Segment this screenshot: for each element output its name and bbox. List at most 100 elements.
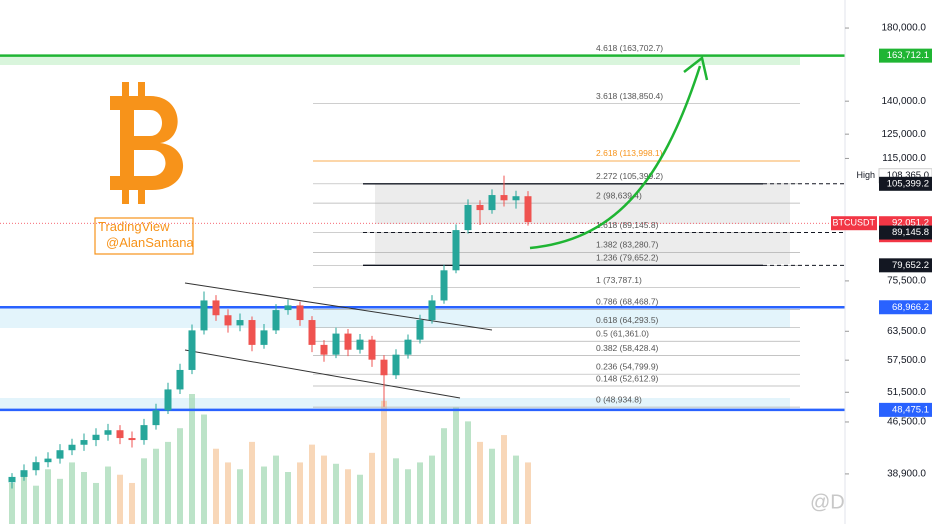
volume-bar (369, 452, 375, 524)
candle-body (44, 458, 52, 463)
fib-label: 1.618 (89,145.8) (596, 220, 659, 230)
volume-bar (273, 455, 279, 524)
candle-body (164, 389, 172, 411)
volume-bar (357, 474, 363, 524)
candle-body (488, 195, 496, 211)
arrow-head (683, 55, 709, 81)
range-box (375, 232, 790, 264)
volume-bar (513, 455, 519, 524)
fib-label: 0 (48,934.8) (596, 394, 642, 404)
candle-body (104, 430, 112, 435)
price-tag: High (856, 170, 875, 180)
candle-body (200, 300, 208, 331)
price-tag: BTCUSDT (833, 218, 876, 228)
volume-bar (489, 448, 495, 524)
volume-bar (453, 407, 459, 524)
candle-body (152, 410, 160, 426)
fib-label: 0.5 (61,361.0) (596, 329, 649, 339)
candle-body (524, 196, 532, 223)
fib-label: 3.618 (138,850.4) (596, 91, 663, 101)
volume-bar (261, 466, 267, 524)
price-label: 79,652.2 (892, 260, 929, 271)
fib-label: 0.382 (58,428.4) (596, 343, 659, 353)
candle-body (92, 434, 100, 441)
price-label: 92,051.2 (892, 218, 929, 229)
volume-bar (177, 428, 183, 524)
volume-bar (417, 462, 423, 524)
price-label-box (879, 258, 932, 273)
volume-bar (237, 469, 243, 524)
fib-label: 0.236 (54,799.9) (596, 361, 659, 371)
candle-body (320, 344, 328, 355)
fib-label: 4.618 (163,702.7) (596, 43, 663, 53)
projection-arrow (529, 65, 702, 250)
volume-bar (501, 435, 507, 524)
candle-body (380, 359, 388, 376)
candle-body (368, 339, 376, 360)
y-tick-label: 75,500.0 (887, 276, 926, 287)
volume-bar (117, 474, 123, 524)
candle-body (272, 310, 280, 331)
range-box (375, 184, 790, 224)
volume-bar (441, 428, 447, 524)
candle-body (260, 330, 268, 345)
volume-bar (249, 441, 255, 524)
candle-body (188, 330, 196, 370)
y-tick-label: 63,500.0 (887, 326, 926, 337)
price-label: 105,399.2 (887, 178, 929, 189)
price-label: 68,966.2 (892, 302, 929, 313)
volume-bar (21, 476, 27, 524)
channel-line (184, 349, 461, 399)
volume-bar (429, 455, 435, 524)
price-tag-box (831, 216, 877, 231)
volume-bar (213, 448, 219, 524)
candle-body (392, 354, 400, 376)
price-label-box (879, 402, 932, 417)
volume-bar (141, 458, 147, 524)
y-tick-label: 125,000.0 (882, 129, 927, 140)
volume-bar (381, 400, 387, 524)
candle-body (404, 339, 412, 355)
price-label: 108,365.0 (887, 170, 929, 181)
candle-body (416, 320, 424, 340)
candle-body (332, 333, 340, 355)
candle-body (236, 320, 244, 326)
volume-bar (393, 458, 399, 524)
fib-label: 1 (73,787.1) (596, 275, 642, 285)
candle-body (476, 204, 484, 211)
volume-bar (57, 478, 63, 524)
price-label: 163,712.1 (887, 50, 929, 61)
price-label-box (879, 176, 932, 191)
candle-body (296, 305, 304, 321)
fib-label: 2.272 (105,399.2) (596, 171, 663, 181)
candle-body (464, 204, 472, 231)
channel-line (184, 282, 493, 331)
volume-bar (81, 472, 87, 524)
candle-body (8, 476, 16, 483)
volume-bar (165, 441, 171, 524)
volume-bar (321, 455, 327, 524)
volume-bar (285, 472, 291, 524)
fib-label: 0.786 (68,468.7) (596, 297, 659, 307)
candle-body (116, 430, 124, 439)
blue-zone (0, 398, 790, 410)
candle-body (20, 470, 28, 477)
blue-zone (0, 308, 790, 328)
volume-bar (153, 448, 159, 524)
price-tag-box (849, 168, 877, 183)
volume-bar (225, 462, 231, 524)
candle-body (32, 462, 40, 471)
candle-body (68, 444, 76, 451)
fib-label: 2 (98,639.4) (596, 190, 642, 200)
candle-body (428, 300, 436, 321)
candle-body (284, 305, 292, 311)
candle-body (248, 320, 256, 345)
price-label-box (879, 225, 932, 240)
volume-bar (201, 414, 207, 524)
volume-bar (477, 441, 483, 524)
candle-body (140, 425, 148, 441)
candle-body (500, 195, 508, 201)
fib-label: 1.382 (83,280.7) (596, 240, 659, 250)
y-tick-label: 38,900.0 (887, 469, 926, 480)
